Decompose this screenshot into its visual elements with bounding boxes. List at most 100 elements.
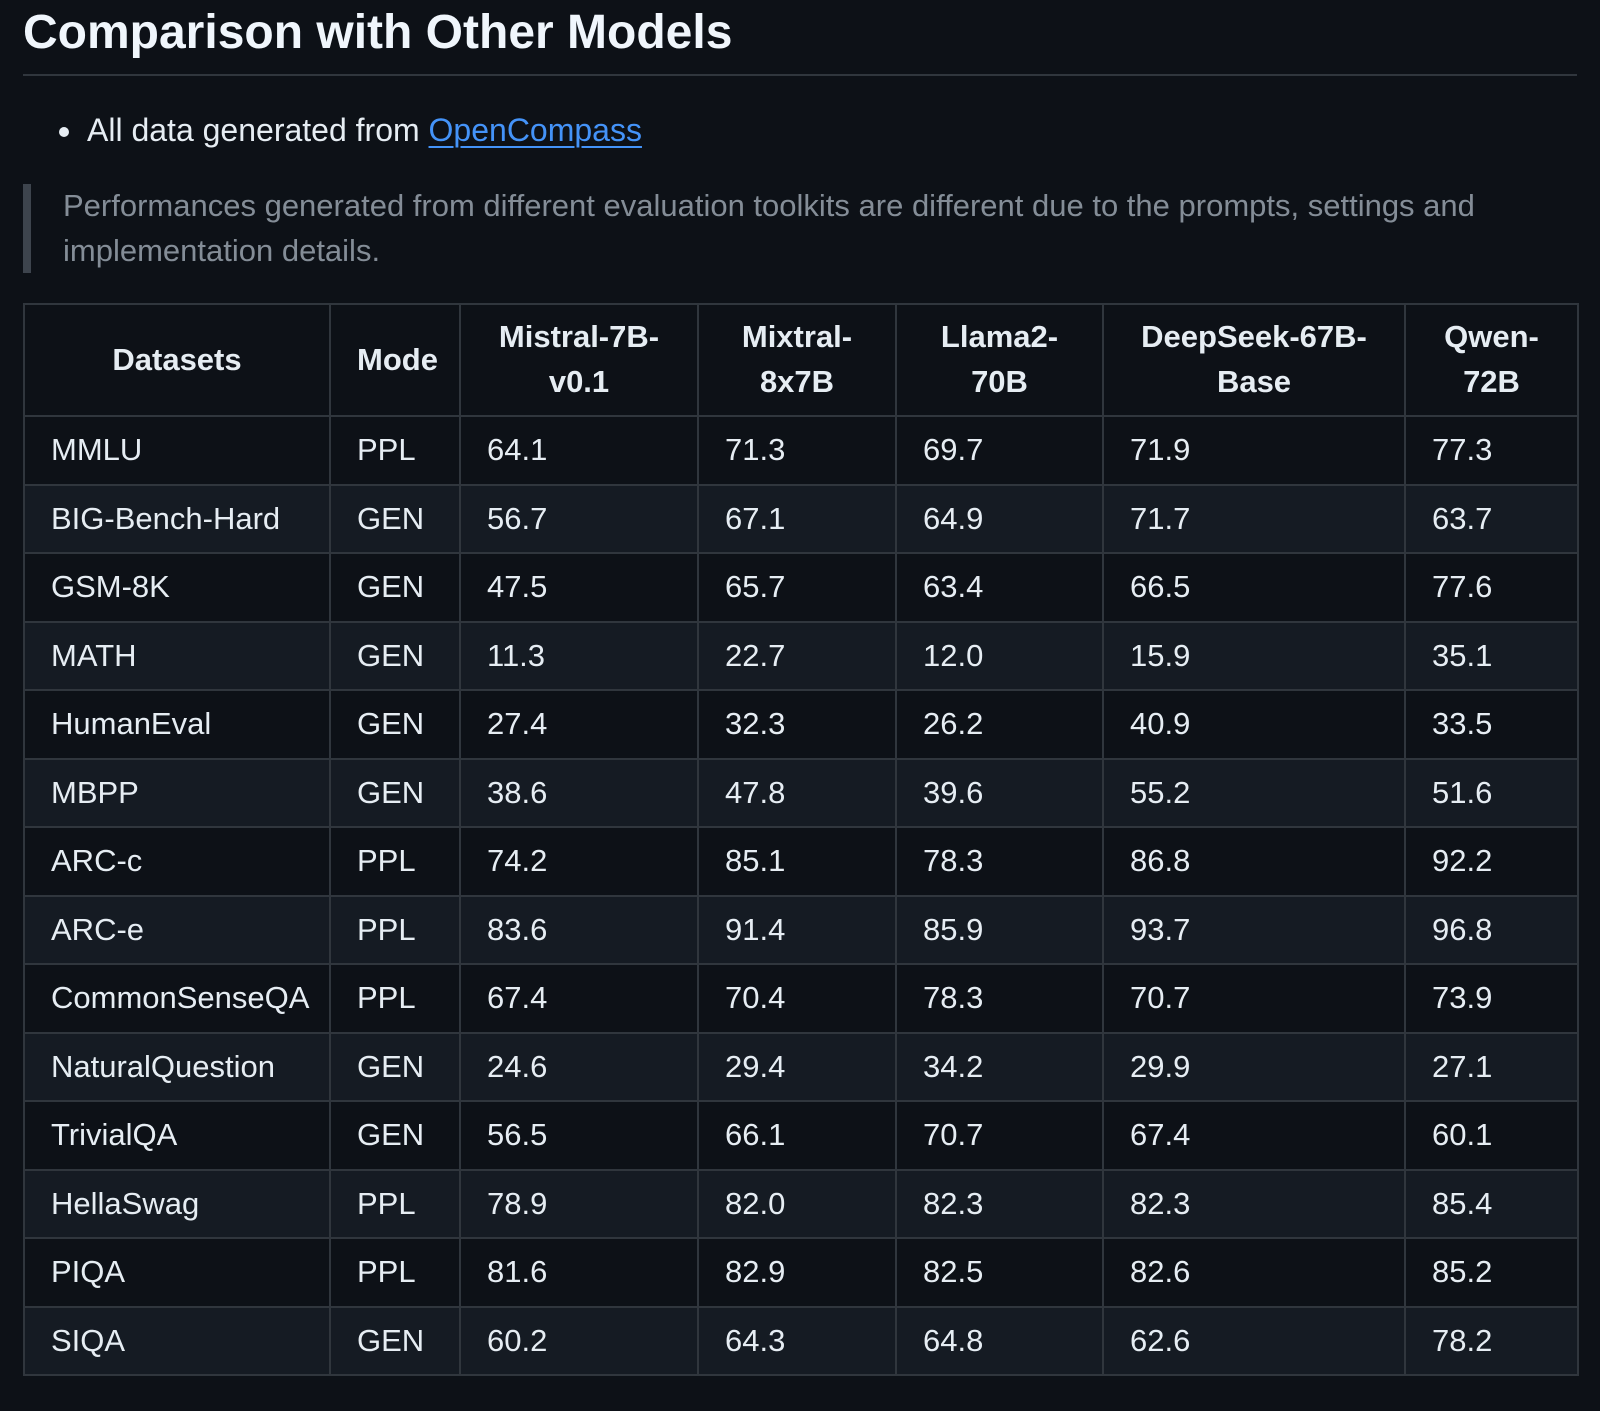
table-row: SIQA GEN 60.2 64.3 64.8 62.6 78.2 [23,1305,1579,1377]
mode-cell: PPL [329,1168,461,1240]
table-row: ARC-c PPL 74.2 85.1 78.3 86.8 92.2 [23,826,1579,897]
score-cell: 11.3 [459,620,699,692]
score-cell: 69.7 [895,415,1104,486]
dataset-cell: HellaSwag [23,1168,331,1240]
score-cell: 26.2 [895,689,1104,760]
score-cell: 82.3 [895,1168,1104,1240]
score-cell: 85.1 [697,826,897,897]
table-row: BIG-Bench-Hard GEN 56.7 67.1 64.9 71.7 63.7 [23,483,1579,555]
score-cell: 63.4 [895,552,1104,623]
column-header-mistral-7b-v0-1: Mistral-7B- v0.1 [459,303,699,418]
score-cell: 62.6 [1102,1305,1406,1377]
readme-content: Comparison with Other Models All data ge… [0,0,1600,1376]
score-cell: 34.2 [895,1031,1104,1103]
table-row: MBPP GEN 38.6 47.8 39.6 55.2 51.6 [23,757,1579,829]
comparison-table: Datasets Mode Mistral-7B- v0.1 Mixtral- 8x7… [23,303,1579,1377]
mode-cell: PPL [329,963,461,1034]
score-cell: 86.8 [1102,826,1406,897]
mode-cell: GEN [329,757,461,829]
score-cell: 29.9 [1102,1031,1406,1103]
score-cell: 78.3 [895,826,1104,897]
dataset-cell: PIQA [23,1237,331,1308]
score-cell: 66.1 [697,1100,897,1171]
dataset-cell: SIQA [23,1305,331,1377]
column-header-qwen-72b: Qwen- 72B [1404,303,1579,418]
column-header-llama2-70b: Llama2- 70B [895,303,1104,418]
score-cell: 60.1 [1404,1100,1579,1171]
column-header-mixtral-8x7b: Mixtral- 8x7B [697,303,897,418]
score-cell: 66.5 [1102,552,1406,623]
table-row: ARC-e PPL 83.6 91.4 85.9 93.7 96.8 [23,894,1579,966]
score-cell: 73.9 [1404,963,1579,1034]
table-row: HellaSwag PPL 78.9 82.0 82.3 82.3 85.4 [23,1168,1579,1240]
note-text: All data generated from [87,111,429,148]
dataset-cell: ARC-e [23,894,331,966]
note-item: All data generated from OpenCompass [85,106,1577,154]
score-cell: 12.0 [895,620,1104,692]
table-row: CommonSenseQA PPL 67.4 70.4 78.3 70.7 73.9 [23,963,1579,1034]
score-cell: 77.6 [1404,552,1579,623]
score-cell: 81.6 [459,1237,699,1308]
mode-cell: PPL [329,826,461,897]
score-cell: 92.2 [1404,826,1579,897]
dataset-cell: BIG-Bench-Hard [23,483,331,555]
score-cell: 29.4 [697,1031,897,1103]
score-cell: 78.3 [895,963,1104,1034]
section-heading: Comparison with Other Models [23,4,1577,76]
score-cell: 24.6 [459,1031,699,1103]
score-cell: 67.4 [459,963,699,1034]
score-cell: 82.3 [1102,1168,1406,1240]
dataset-cell: MBPP [23,757,331,829]
score-cell: 64.3 [697,1305,897,1377]
score-cell: 51.6 [1404,757,1579,829]
score-cell: 56.5 [459,1100,699,1171]
column-header-datasets: Datasets [23,303,331,418]
quote-text: Performances generated from different ev… [63,187,1475,268]
mode-cell: GEN [329,1305,461,1377]
mode-cell: GEN [329,1100,461,1171]
mode-cell: PPL [329,1237,461,1308]
score-cell: 39.6 [895,757,1104,829]
mode-cell: PPL [329,415,461,486]
dataset-cell: MMLU [23,415,331,486]
table-row: MATH GEN 11.3 22.7 12.0 15.9 35.1 [23,620,1579,692]
column-header-mode: Mode [329,303,461,418]
score-cell: 74.2 [459,826,699,897]
score-cell: 47.5 [459,552,699,623]
score-cell: 85.9 [895,894,1104,966]
score-cell: 65.7 [697,552,897,623]
score-cell: 33.5 [1404,689,1579,760]
score-cell: 38.6 [459,757,699,829]
table-row: NaturalQuestion GEN 24.6 29.4 34.2 29.9 27.1 [23,1031,1579,1103]
score-cell: 32.3 [697,689,897,760]
opencompass-link[interactable]: OpenCompass [428,111,642,148]
score-cell: 85.2 [1404,1237,1579,1308]
score-cell: 71.7 [1102,483,1406,555]
score-cell: 64.8 [895,1305,1104,1377]
score-cell: 91.4 [697,894,897,966]
score-cell: 71.9 [1102,415,1406,486]
score-cell: 64.9 [895,483,1104,555]
mode-cell: GEN [329,483,461,555]
table-header-row: Datasets Mode Mistral-7B- v0.1 Mixtral- 8x7… [23,303,1579,418]
score-cell: 22.7 [697,620,897,692]
score-cell: 70.7 [1102,963,1406,1034]
score-cell: 47.8 [697,757,897,829]
notes-list: All data generated from OpenCompass [23,106,1577,154]
score-cell: 82.5 [895,1237,1104,1308]
mode-cell: GEN [329,1031,461,1103]
table-row: GSM-8K GEN 47.5 65.7 63.4 66.5 77.6 [23,552,1579,623]
score-cell: 71.3 [697,415,897,486]
dataset-cell: GSM-8K [23,552,331,623]
score-cell: 56.7 [459,483,699,555]
score-cell: 77.3 [1404,415,1579,486]
score-cell: 70.7 [895,1100,1104,1171]
score-cell: 78.2 [1404,1305,1579,1377]
mode-cell: GEN [329,552,461,623]
mode-cell: GEN [329,620,461,692]
score-cell: 82.9 [697,1237,897,1308]
score-cell: 63.7 [1404,483,1579,555]
score-cell: 70.4 [697,963,897,1034]
dataset-cell: NaturalQuestion [23,1031,331,1103]
score-cell: 78.9 [459,1168,699,1240]
